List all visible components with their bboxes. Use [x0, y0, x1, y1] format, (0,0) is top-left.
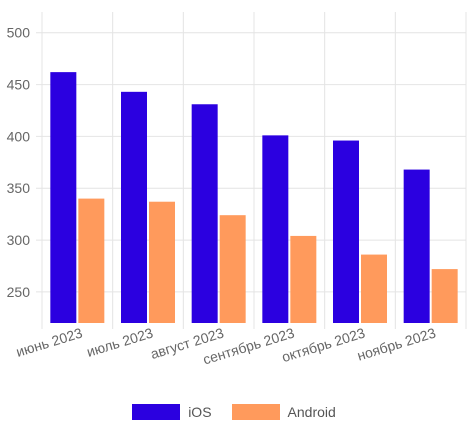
y-tick-label: 350 [7, 180, 31, 196]
bar-android-4[interactable] [361, 254, 387, 323]
y-tick-label: 250 [7, 284, 31, 300]
y-tick-label: 450 [7, 77, 31, 93]
x-tick-label: ноябрь 2023 [355, 325, 438, 364]
legend-swatch-android [231, 404, 280, 420]
bar-android-0[interactable] [78, 198, 105, 323]
legend-label-ios: iOS [188, 404, 212, 420]
legend-swatch-ios [132, 404, 181, 420]
bar-ios-0[interactable] [50, 72, 77, 323]
y-tick-label: 400 [7, 128, 31, 144]
bar-ios-5[interactable] [403, 169, 430, 323]
bar-ios-1[interactable] [121, 91, 147, 323]
legend: iOS Android [0, 404, 468, 420]
bar-android-3[interactable] [290, 235, 317, 323]
bar-android-1[interactable] [149, 201, 175, 323]
x-tick-label: июнь 2023 [14, 325, 84, 360]
bar-android-2[interactable] [219, 215, 246, 323]
bar-ios-4[interactable] [333, 140, 359, 323]
bar-android-5[interactable] [431, 269, 458, 323]
x-tick-label: июль 2023 [85, 325, 155, 360]
legend-item-ios[interactable]: iOS [132, 404, 212, 420]
bar-ios-2[interactable] [191, 104, 218, 323]
legend-item-android[interactable]: Android [231, 404, 336, 420]
y-tick-label: 500 [7, 25, 31, 41]
legend-label-android: Android [287, 404, 336, 420]
bar-ios-3[interactable] [262, 135, 289, 323]
y-tick-label: 300 [7, 232, 31, 248]
